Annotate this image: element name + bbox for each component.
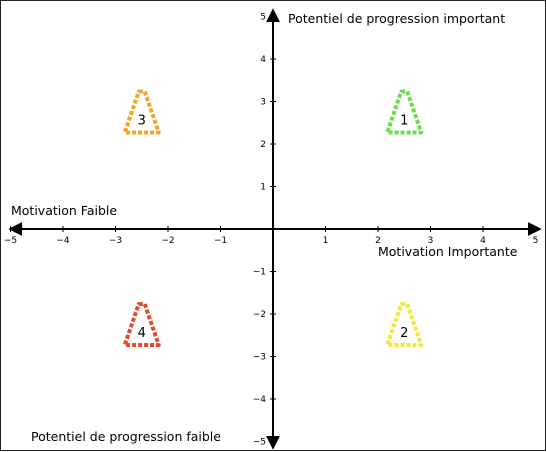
x-tick-label: 4 [480, 236, 486, 246]
label-right: Motivation Importante [378, 244, 518, 259]
x-tick-label: 2 [375, 236, 381, 246]
x-tick-label: −3 [109, 236, 122, 246]
triangle-outline [122, 302, 161, 347]
y-tick-label: 3 [260, 98, 266, 108]
y-tick-label: −4 [253, 395, 267, 405]
marker-number: 2 [400, 326, 408, 341]
x-tick-label: −5 [4, 236, 17, 246]
label-left: Motivation Faible [11, 203, 117, 218]
triangle-outline [385, 89, 424, 135]
triangle-marker-1: 1 [385, 89, 424, 135]
marker-number: 4 [138, 326, 146, 341]
y-tick-label: 5 [260, 13, 266, 23]
x-tick-label: 3 [428, 236, 434, 246]
triangle-marker-4: 4 [122, 302, 161, 347]
triangle-outline [385, 302, 424, 347]
x-tick-label: 5 [533, 236, 539, 246]
triangle-outline [122, 89, 161, 135]
label-bottom: Potentiel de progression faible [31, 429, 221, 444]
y-tick-label: −3 [253, 353, 266, 363]
y-tick-label: 1 [260, 183, 266, 193]
marker-number: 1 [400, 114, 408, 129]
x-tick-label: −2 [161, 236, 174, 246]
y-tick-label: 2 [260, 140, 266, 150]
y-tick-label: 4 [260, 55, 266, 65]
x-tick-label: 1 [323, 236, 329, 246]
x-tick-label: −4 [56, 236, 70, 246]
x-tick-label: −1 [214, 236, 227, 246]
label-top: Potentiel de progression important [288, 11, 505, 26]
y-tick-label: −2 [253, 310, 266, 320]
y-tick-label: −5 [253, 438, 266, 448]
markers-layer: 1 2 3 4 [122, 89, 424, 347]
axis-ticks: −5 −4 −3 −2 −1 1 2 3 4 5 5 4 3 2 1 −1 −2 −3 −4 −5 [4, 13, 539, 448]
triangle-marker-3: 3 [122, 89, 161, 135]
y-tick-label: −1 [253, 268, 266, 278]
marker-number: 3 [138, 114, 146, 129]
triangle-marker-2: 2 [385, 302, 424, 347]
